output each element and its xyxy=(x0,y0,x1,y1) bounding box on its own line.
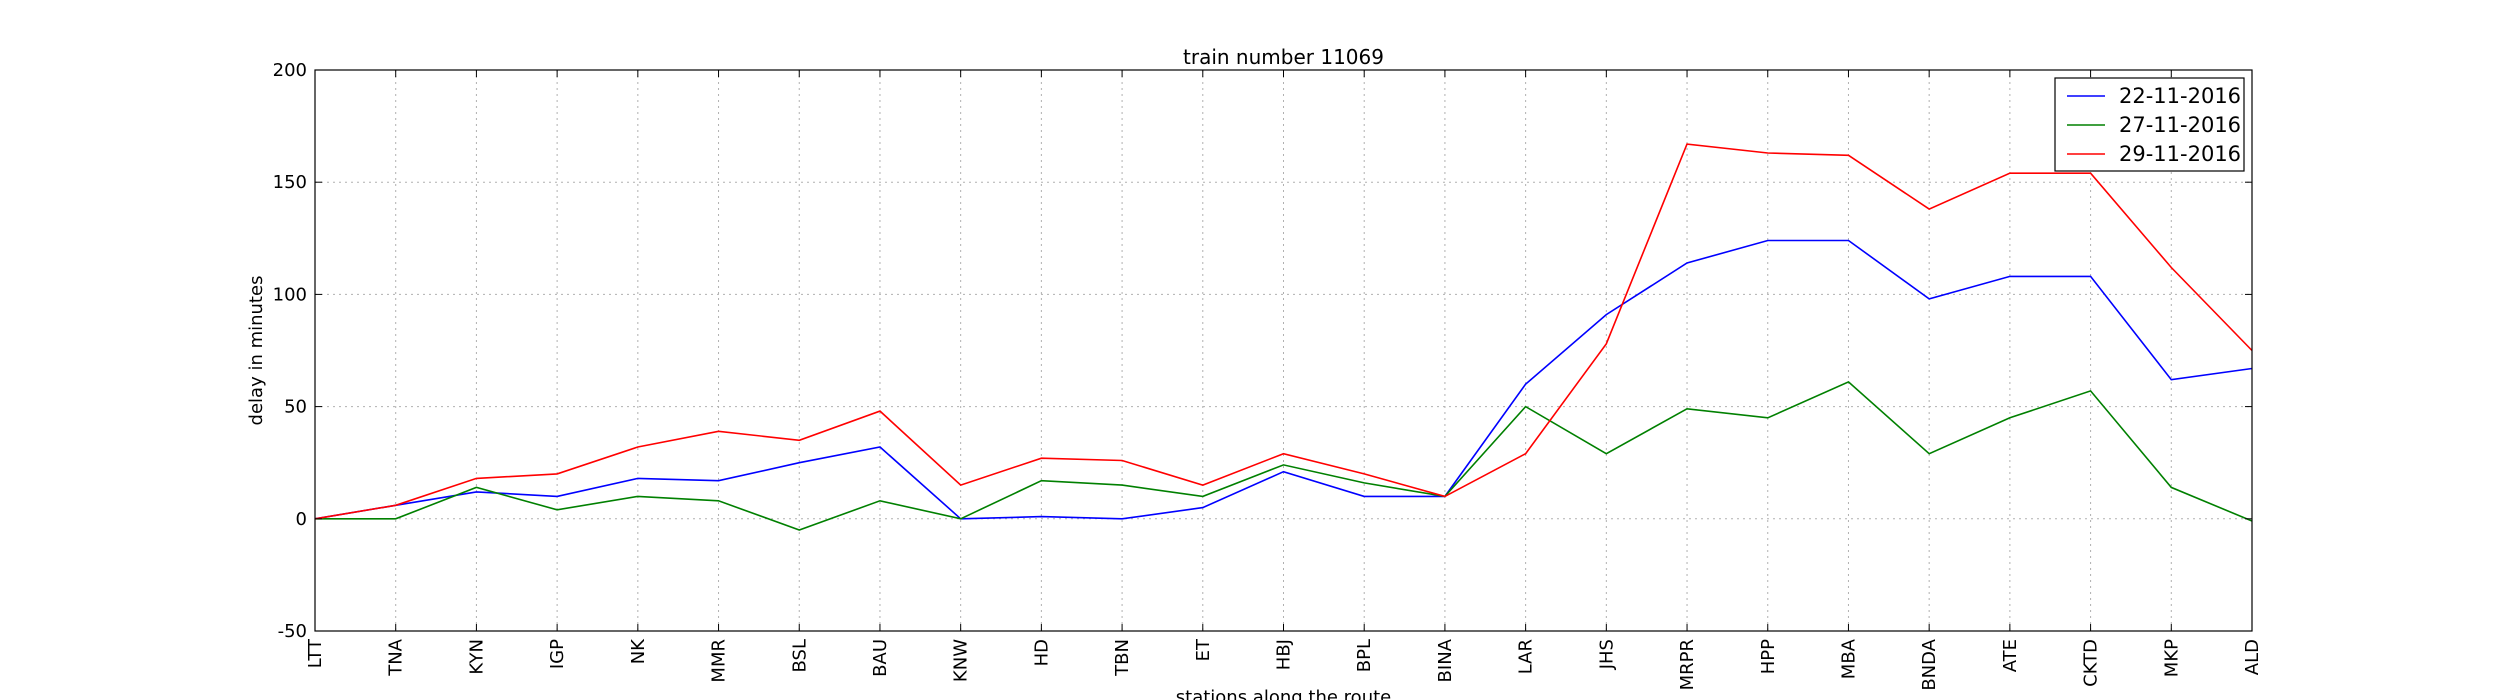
y-tick-label: -50 xyxy=(278,621,307,642)
legend-label: 29-11-2016 xyxy=(2119,142,2241,166)
x-tick-label: MMR xyxy=(709,639,730,683)
x-tick-label: MBA xyxy=(1838,638,1859,679)
x-tick-label: LTT xyxy=(305,638,326,668)
x-tick-label: JHS xyxy=(1596,639,1617,670)
y-tick-labels: -50 0 50 100 150 200 xyxy=(273,60,307,642)
x-tick-label: ATE xyxy=(2000,639,2021,672)
x-tick-label: BINA xyxy=(1435,638,1456,682)
x-tick-label: ALD xyxy=(2242,639,2263,675)
x-tick-label: CKTD xyxy=(2081,639,2102,687)
series-lines xyxy=(314,143,2253,531)
legend: 22-11-2016 27-11-2016 29-11-2016 xyxy=(2054,77,2245,172)
x-tick-label: MRPR xyxy=(1677,639,1698,690)
legend-label: 27-11-2016 xyxy=(2119,113,2241,137)
series-line-22-11-2016 xyxy=(314,239,2253,520)
x-tick-label: BNDA xyxy=(1919,638,1940,690)
y-tick-label: 0 xyxy=(296,509,307,530)
y-axis-label: delay in minutes xyxy=(246,276,267,426)
y-tick-label: 150 xyxy=(273,172,307,193)
x-tick-label: HPP xyxy=(1758,639,1779,674)
x-tick-label: BAU xyxy=(870,639,891,677)
x-tick-label: ET xyxy=(1193,638,1214,661)
series-line-29-11-2016 xyxy=(314,143,2253,520)
chart-title: train number 11069 xyxy=(1183,45,1384,69)
x-tick-label: HD xyxy=(1031,639,1052,666)
axis-ticks xyxy=(314,69,2253,632)
x-tick-labels: LTT TNA KYN IGP NK MMR BSL BAU KNW HD TBN ET HBJ BPL B… xyxy=(305,638,2263,691)
legend-label: 22-11-2016 xyxy=(2119,84,2241,108)
x-tick-label: TBN xyxy=(1112,639,1133,677)
x-tick-label: MKP xyxy=(2161,639,2182,677)
y-tick-label: 100 xyxy=(273,284,307,305)
series-line-27-11-2016 xyxy=(315,380,2253,531)
x-tick-label: KNW xyxy=(951,639,972,682)
x-tick-label: NK xyxy=(628,638,649,664)
x-tick-label: KYN xyxy=(466,639,487,675)
grid-lines xyxy=(315,70,2252,631)
x-tick-label: LAR xyxy=(1516,639,1537,674)
x-tick-label: IGP xyxy=(547,639,568,669)
x-tick-label: BSL xyxy=(789,639,810,673)
y-tick-label: 50 xyxy=(284,397,307,418)
y-tick-label: 200 xyxy=(273,60,307,81)
x-tick-label: HBJ xyxy=(1274,639,1295,670)
x-axis-label: stations along the route xyxy=(1176,687,1391,700)
x-tick-label: BPL xyxy=(1354,639,1375,672)
x-tick-label: TNA xyxy=(386,638,407,676)
